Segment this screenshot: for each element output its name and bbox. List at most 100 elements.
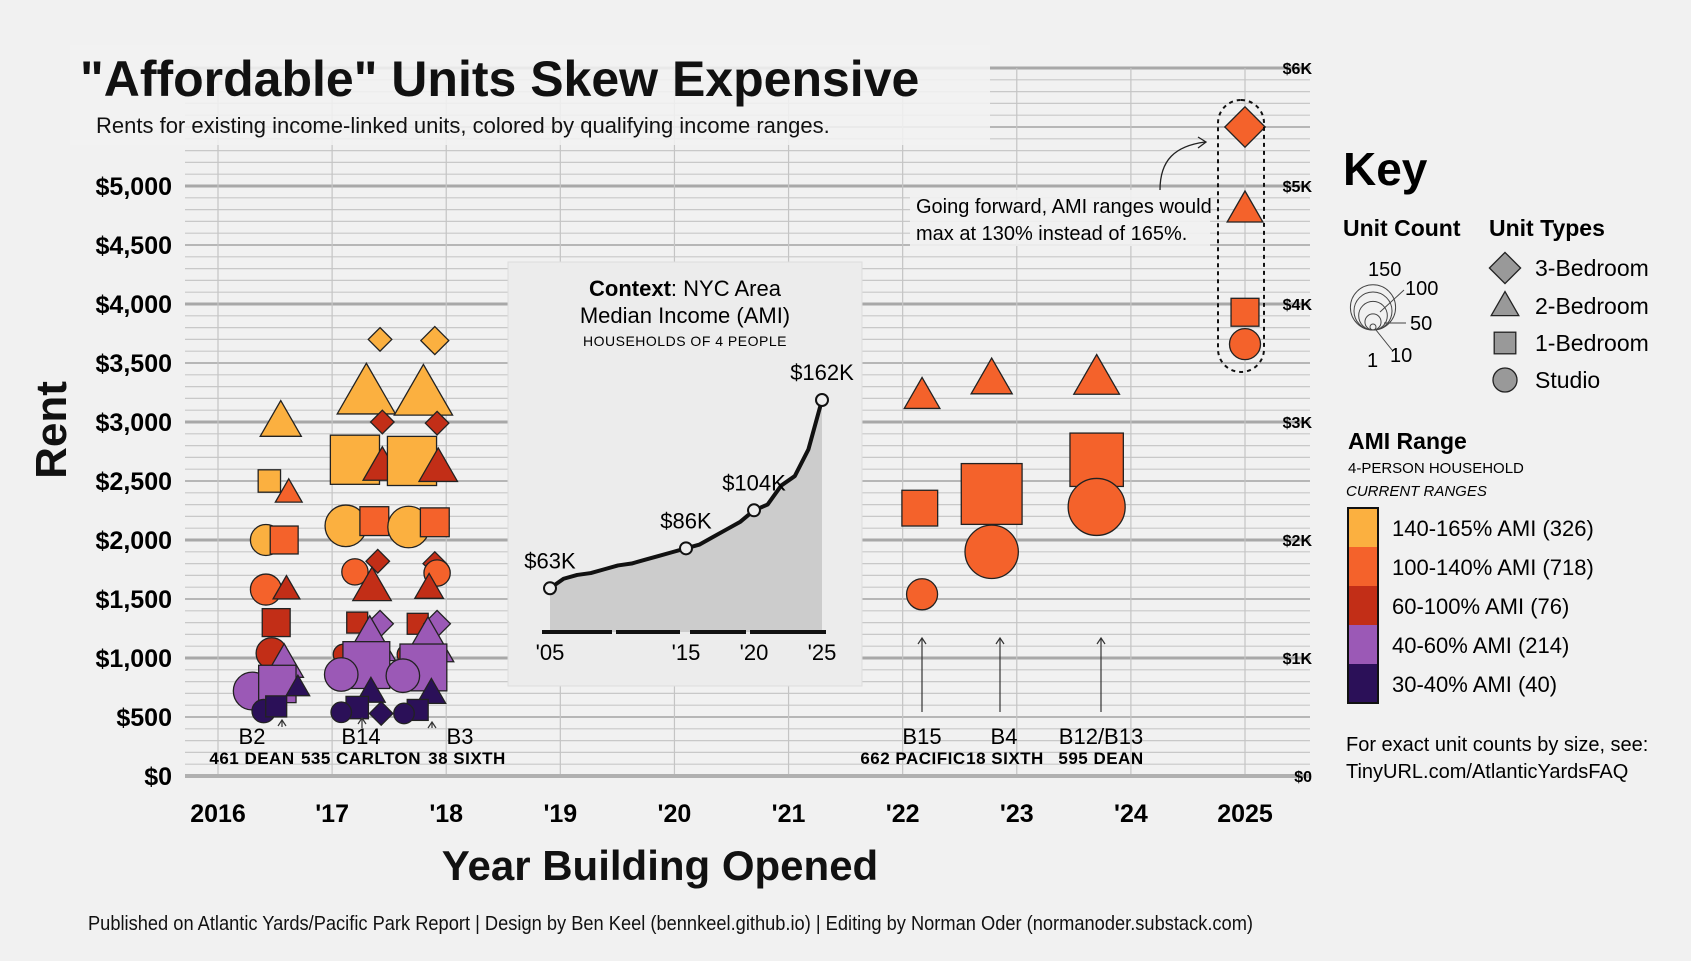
- unit-count-note-line2: TinyURL.com/AtlanticYardsFAQ: [1346, 761, 1628, 783]
- building-address-label: 595 DEAN: [1058, 749, 1143, 768]
- building-arrow-head: [277, 718, 287, 727]
- future-ranges-note-line2: max at 130% instead of 165%.: [916, 223, 1187, 245]
- data-point: [417, 446, 459, 483]
- building-arrow-head: [917, 636, 927, 645]
- unit-type-label: 3-Bedroom: [1535, 255, 1649, 281]
- unit-count-label: 10: [1390, 345, 1412, 367]
- x-tick-label: 2025: [1217, 800, 1273, 828]
- inset-point: [747, 503, 761, 518]
- y-tick-label-left: $4,500: [96, 232, 172, 260]
- ami-swatch: [1348, 547, 1378, 586]
- data-point: [249, 573, 283, 606]
- y-tick-label-left: $0: [144, 763, 172, 791]
- data-point: [419, 507, 450, 538]
- ami-swatch: [1348, 586, 1378, 625]
- y-tick-label-left: $1,000: [96, 645, 172, 673]
- unit-count-label: 150: [1368, 259, 1401, 281]
- data-point: [1230, 297, 1260, 327]
- building-code-label: B15: [902, 724, 941, 749]
- unit-type-swatch: [1493, 331, 1517, 355]
- ami-swatch-frame: [1347, 507, 1379, 704]
- unit-count-label: 50: [1410, 313, 1432, 335]
- inset-point-label: $86K: [660, 508, 712, 533]
- y-tick-label-right: $1K: [1283, 651, 1313, 668]
- x-tick-label: '18: [429, 800, 463, 828]
- inset-point-label: $162K: [790, 360, 854, 385]
- data-point: [415, 677, 447, 704]
- ami-swatch: [1348, 625, 1378, 664]
- data-point: [367, 326, 393, 353]
- y-tick-label-left: $500: [116, 704, 172, 732]
- unit-type-label: 2-Bedroom: [1535, 293, 1649, 319]
- data-point: [1067, 477, 1126, 537]
- building-arrow-head: [1096, 636, 1106, 645]
- future-ranges-note-line1: Going forward, AMI ranges would: [916, 196, 1212, 218]
- data-point: [393, 363, 454, 416]
- data-point: [905, 578, 939, 611]
- y-tick-label-left: $2,000: [96, 527, 172, 555]
- ami-range-label: 140-165% AMI (326): [1392, 516, 1594, 541]
- inset-title-rest: : NYC Area: [671, 276, 782, 301]
- chart-title: "Affordable" Units Skew Expensive: [80, 51, 919, 107]
- building-code-label: B2: [239, 724, 266, 749]
- note-backdrop: [910, 190, 1210, 246]
- y-tick-label-left: $3,000: [96, 409, 172, 437]
- data-point: [424, 410, 450, 436]
- unit-count-leader: [1379, 289, 1405, 313]
- data-point: [960, 462, 1023, 526]
- unit-count-circle: [1358, 300, 1388, 331]
- data-point: [271, 574, 301, 600]
- inset-x-tick-label: '15: [672, 640, 701, 665]
- inset-point-label: $63K: [524, 548, 576, 573]
- unit-count-title: Unit Count: [1343, 215, 1461, 241]
- inset-area: [550, 400, 822, 632]
- data-point: [259, 399, 303, 437]
- y-axis-title: Rent: [27, 381, 76, 479]
- ami-range-label: 40-60% AMI (214): [1392, 633, 1569, 658]
- x-axis-title: Year Building Opened: [442, 842, 878, 889]
- y-tick-label-left: $5,000: [96, 173, 172, 201]
- data-point: [359, 506, 390, 537]
- y-tick-label-left: $4,000: [96, 291, 172, 319]
- ami-swatch: [1348, 664, 1378, 703]
- building-arrow-head: [995, 636, 1005, 645]
- y-tick-label-right: $2K: [1283, 533, 1313, 550]
- inset-point-label: $104K: [722, 470, 786, 495]
- x-tick-label: '24: [1114, 800, 1148, 828]
- data-point: [1223, 105, 1267, 149]
- data-point: [284, 673, 311, 697]
- footer-credit: Published on Atlantic Yards/Pacific Park…: [88, 913, 1253, 935]
- data-point: [413, 572, 445, 599]
- unit-type-swatch: [1492, 367, 1518, 393]
- y-tick-label-right: $5K: [1283, 179, 1313, 196]
- y-tick-label-left: $1,500: [96, 586, 172, 614]
- building-code-label: B3: [447, 724, 474, 749]
- unit-count-label: 100: [1405, 278, 1438, 300]
- inset-point: [815, 393, 829, 407]
- ami-range-subtitle-2: CURRENT RANGES: [1346, 483, 1487, 500]
- inset-x-tick-label: '25: [808, 640, 837, 665]
- unit-type-swatch: [1488, 251, 1522, 285]
- x-tick-label: '19: [543, 800, 577, 828]
- data-point: [261, 607, 291, 638]
- x-tick-label: '17: [315, 800, 349, 828]
- inset-title-bold: Context: [589, 276, 672, 301]
- data-point: [274, 477, 304, 503]
- ami-range-label: 30-40% AMI (40): [1392, 672, 1557, 697]
- building-address-label: 662 PACIFIC: [860, 749, 965, 768]
- building-code-label: B4: [991, 724, 1018, 749]
- points-layer: [232, 105, 1267, 727]
- data-point: [1226, 189, 1264, 223]
- data-point: [369, 409, 396, 435]
- x-tick-label: '23: [1000, 800, 1034, 828]
- data-point: [368, 700, 394, 727]
- building-address-label: 38 SIXTH: [428, 749, 506, 768]
- data-point: [385, 658, 421, 694]
- x-tick-label: '21: [772, 800, 806, 828]
- ami-swatch: [1348, 508, 1378, 547]
- data-point: [964, 524, 1019, 580]
- inset-subtitle: HOUSEHOLDS OF 4 PEOPLE: [583, 333, 787, 349]
- building-address-label: 535 CARLTON: [301, 749, 421, 768]
- data-point: [269, 525, 299, 555]
